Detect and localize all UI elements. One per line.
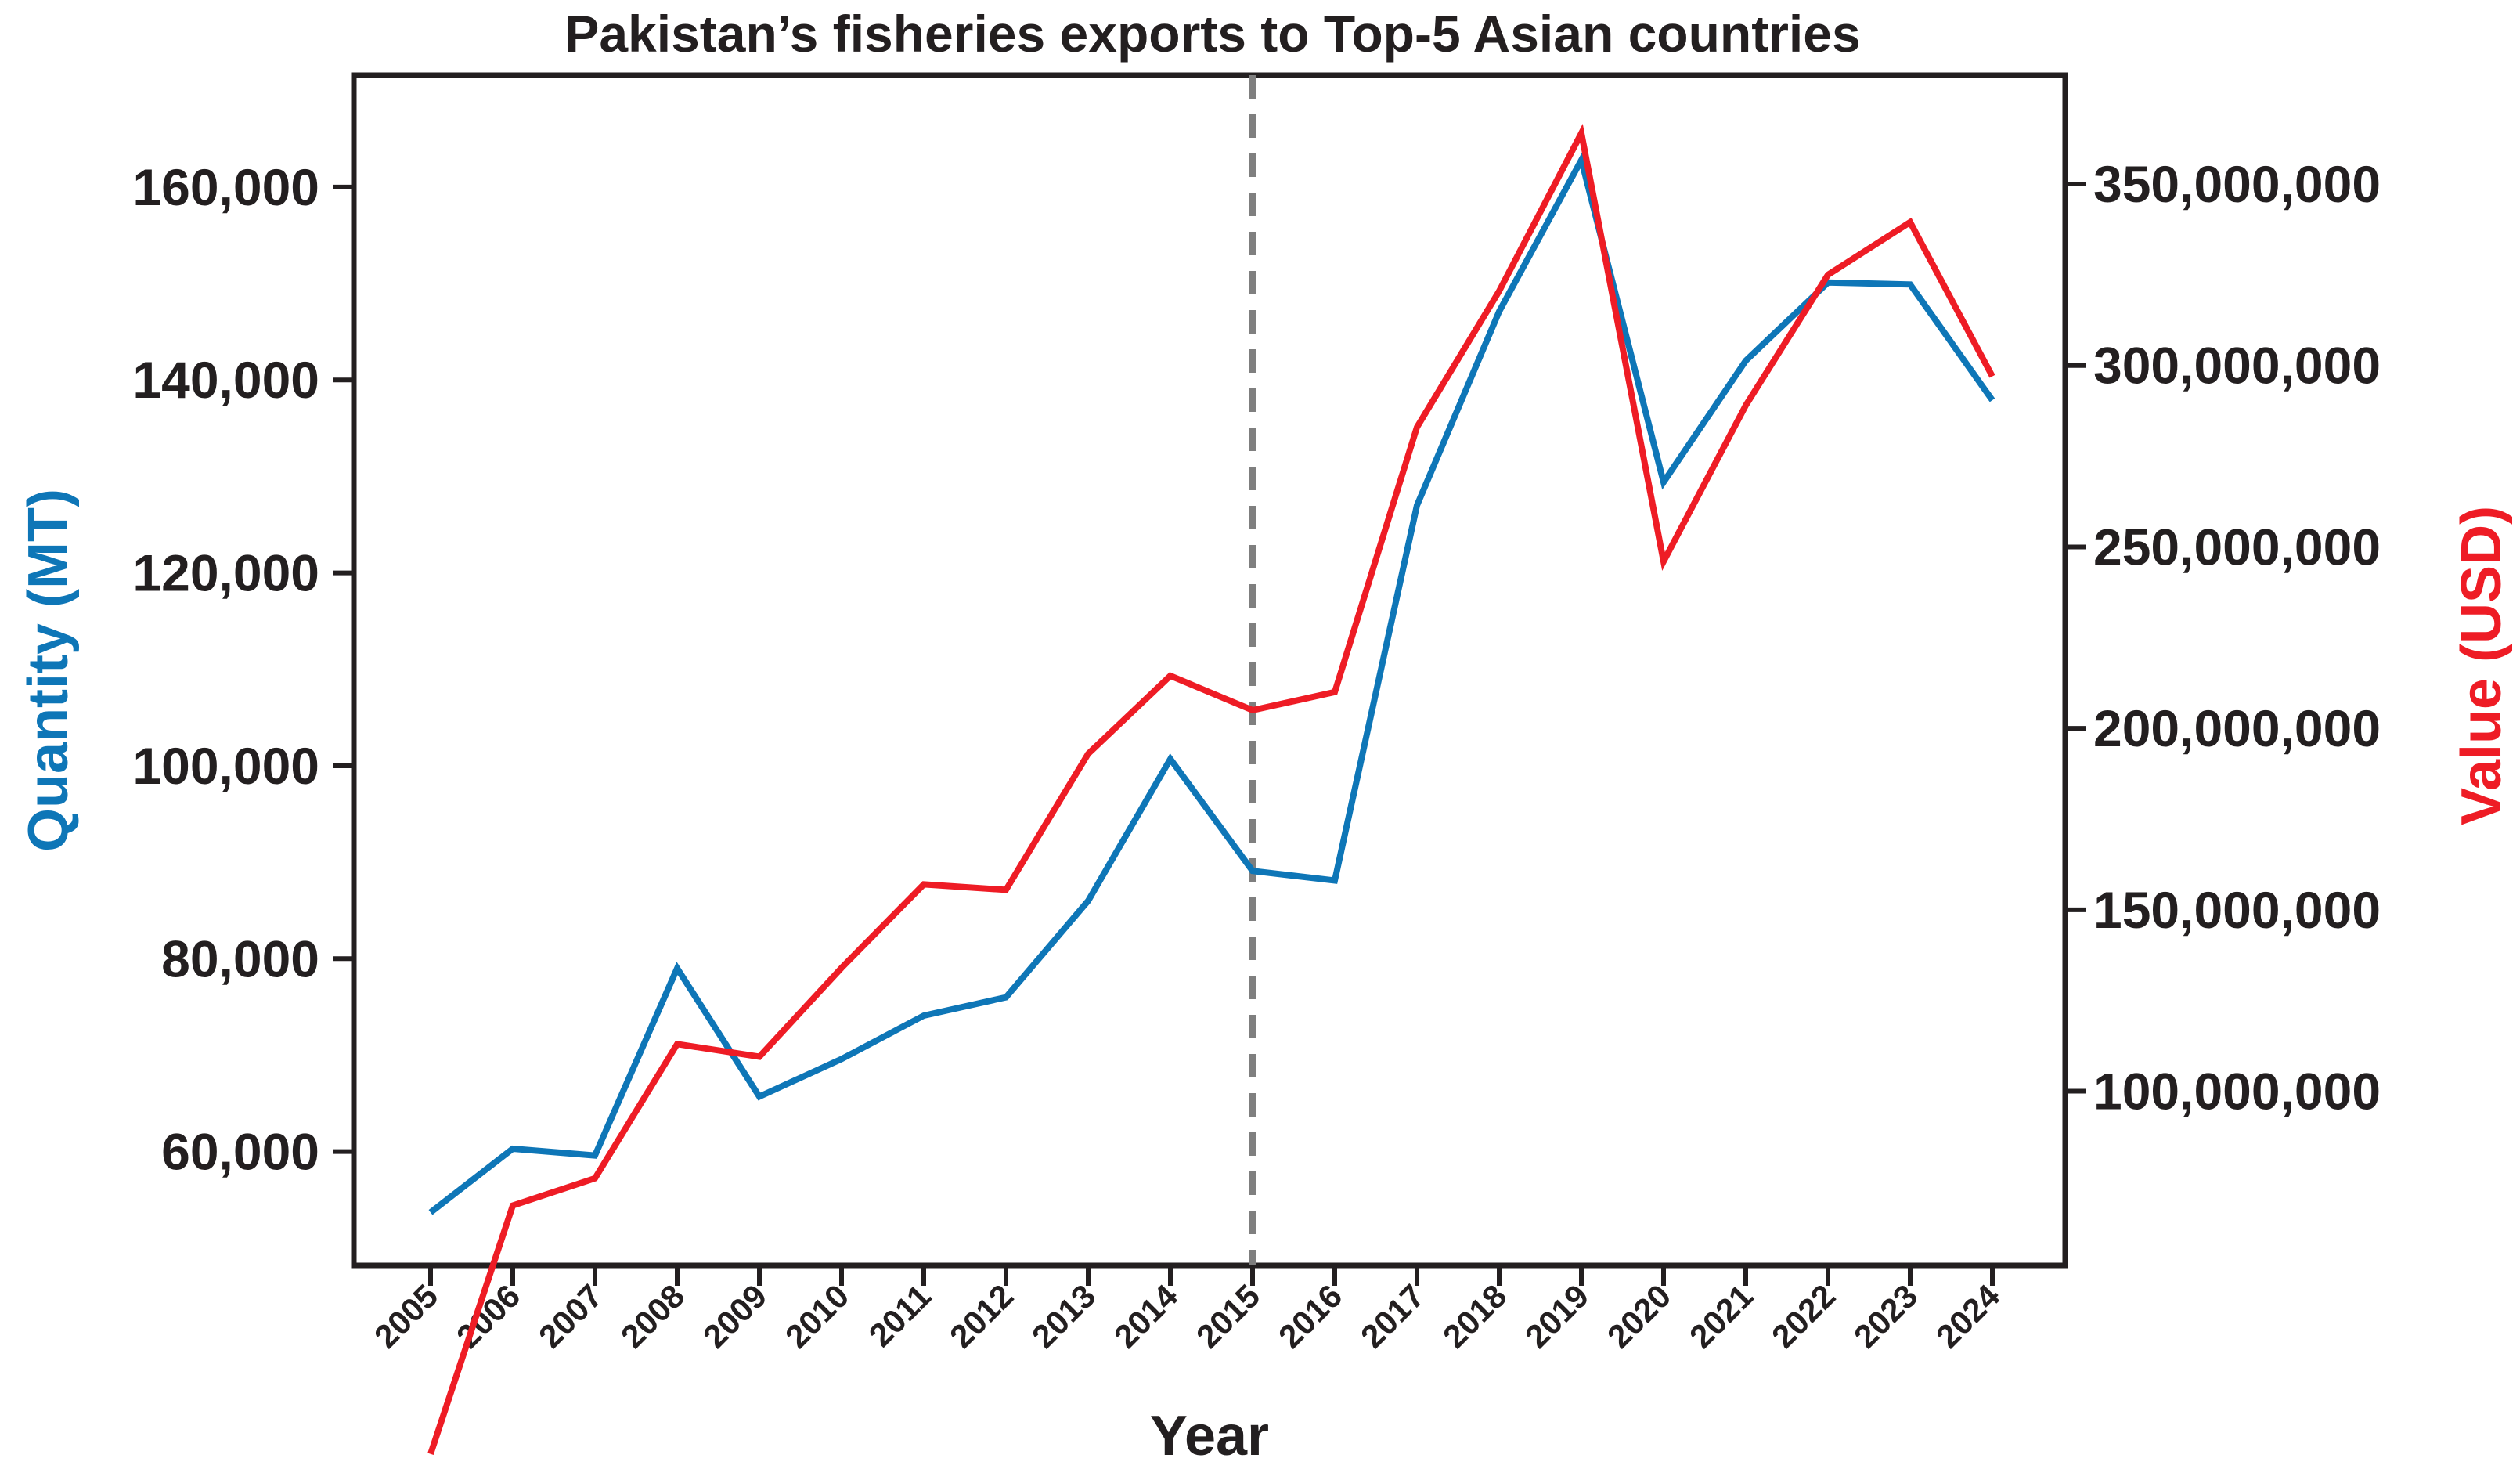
x-tick-label: 2023 (1847, 1277, 1924, 1355)
x-tick-label: 2021 (1682, 1277, 1760, 1355)
x-tick-label: 2022 (1765, 1277, 1842, 1355)
right-y-tick-label: 250,000,000 (2093, 518, 2381, 576)
plot-frame (351, 72, 2068, 1269)
value-series-line (427, 124, 1995, 1455)
right-y-axis: 100,000,000 150,000,000 200,000,000 250,000… (2065, 155, 2381, 1121)
right-y-tick-label: 350,000,000 (2093, 155, 2381, 213)
x-tick-label: 2010 (778, 1277, 856, 1355)
x-tick-label: 2007 (532, 1277, 609, 1355)
x-tick-label: 2014 (1107, 1277, 1185, 1355)
y-axis-left-label: Quantity (MT) (17, 489, 80, 852)
left-y-tick-label: 60,000 (161, 1123, 319, 1181)
left-y-tick-label: 100,000 (132, 737, 319, 795)
right-y-tick-label: 150,000,000 (2093, 881, 2381, 939)
series-layer (427, 124, 1995, 1455)
x-axis-label: Year (1150, 1405, 1269, 1467)
left-y-tick-label: 140,000 (132, 351, 319, 409)
x-tick-label: 2012 (943, 1277, 1020, 1355)
x-tick-label: 2019 (1518, 1277, 1595, 1355)
right-y-tick-label: 300,000,000 (2093, 337, 2381, 395)
x-tick-label: 2020 (1600, 1277, 1678, 1355)
x-tick-label: 2013 (1025, 1277, 1102, 1355)
left-y-tick-label: 160,000 (132, 158, 319, 216)
x-axis: 2005 2006 2007 2008 2009 2010 2011 2012 2013 2014… (367, 1265, 2007, 1355)
chart-title: Pakistan’s fisheries exports to Top-5 As… (564, 5, 1860, 63)
x-tick-label: 2009 (696, 1277, 773, 1355)
left-y-tick-label: 120,000 (132, 544, 319, 602)
y-axis-right-label: Value (USD) (2450, 506, 2513, 825)
x-tick-label: 2024 (1929, 1277, 2007, 1355)
x-tick-label: 2005 (367, 1277, 445, 1355)
x-tick-label: 2015 (1189, 1277, 1267, 1355)
x-tick-label: 2011 (862, 1277, 939, 1354)
left-y-axis: 60,000 80,000 100,000 120,000 140,000 160,000 (132, 158, 354, 1181)
left-y-tick-label: 80,000 (161, 929, 319, 987)
x-tick-label: 2016 (1271, 1277, 1349, 1355)
quantity-series-line (428, 151, 1995, 1215)
x-tick-label: 2018 (1436, 1277, 1513, 1355)
x-tick-label: 2017 (1354, 1277, 1431, 1355)
x-tick-label: 2008 (614, 1277, 691, 1355)
right-y-tick-label: 100,000,000 (2093, 1063, 2381, 1121)
right-y-tick-label: 200,000,000 (2093, 699, 2381, 757)
